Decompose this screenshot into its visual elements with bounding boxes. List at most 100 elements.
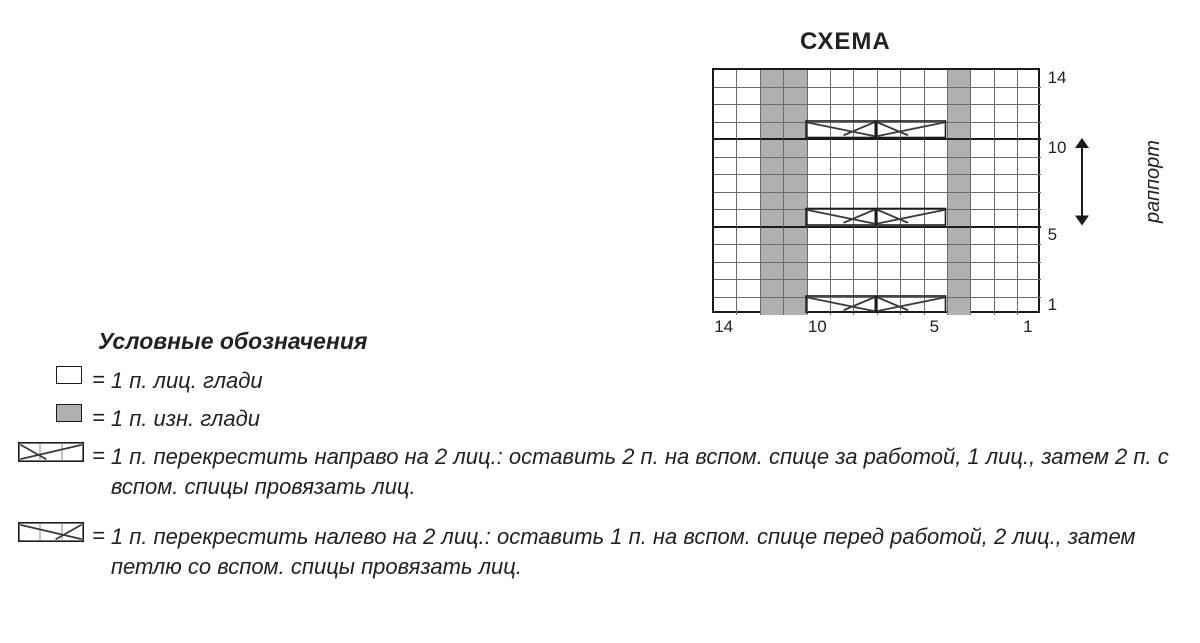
legend-text: 1 п. перекрестить налево на 2 лиц.: оста… [111,522,1191,581]
grid-cell [737,228,760,246]
grid-cell [901,105,924,123]
chart-grid-wrap [712,68,1040,313]
grid-cell [854,193,877,211]
grid-cell [714,140,737,158]
grid-cell [737,298,760,316]
grid-cell [995,280,1018,298]
grid-cell [925,193,948,211]
grid-cell [737,210,760,228]
grid-cell [808,228,831,246]
grid-cell [714,245,737,263]
grid-cell [995,105,1018,123]
grid-cell [901,245,924,263]
grid-cell [784,105,807,123]
grid-cell [831,140,854,158]
grid-cell [831,245,854,263]
grid-cell [901,280,924,298]
row-label: 14 [1048,68,1067,88]
grid-cell [948,228,971,246]
grid-cell [901,70,924,88]
grid-cell [761,263,784,281]
grid-cell [854,175,877,193]
grid-cell [878,123,901,141]
grid-cell [808,193,831,211]
legend-equals: = [92,442,105,470]
legend-title: Условные обозначения [98,328,367,355]
grid-cell [948,140,971,158]
grid-cell [737,245,760,263]
grid-cell [971,228,994,246]
grid-cell [971,175,994,193]
rapport-label: раппорт [1142,140,1165,223]
grid-cell [901,228,924,246]
grid-cell [901,263,924,281]
grid-cell [784,175,807,193]
grid-cell [971,193,994,211]
grid-cell [878,280,901,298]
grid-cell [761,140,784,158]
grid-cell [995,193,1018,211]
grid-cell [878,228,901,246]
grid-cell [808,298,831,316]
grid-cell [971,245,994,263]
grid-cell [925,140,948,158]
grid-cell [878,105,901,123]
grid-cell [737,88,760,106]
grid-cell [948,210,971,228]
grid-cell [948,88,971,106]
grid-cell [925,298,948,316]
grid-cell [1018,70,1041,88]
grid-cell [831,298,854,316]
grid-cell [808,263,831,281]
grid-cell [831,158,854,176]
grid-cell [995,140,1018,158]
grid-cell [784,210,807,228]
grid-cell [995,298,1018,316]
row-label: 5 [1048,225,1057,245]
grid-cell [737,280,760,298]
grid-cell [761,123,784,141]
grid-cell [808,70,831,88]
grid-cell [714,298,737,316]
legend-row: =1 п. перекрестить направо на 2 лиц.: ос… [18,442,1191,501]
grid-cell [901,175,924,193]
grid-cell [761,70,784,88]
grid-cell [878,140,901,158]
grid-cell [761,175,784,193]
grid-cell [761,298,784,316]
grid-cell [925,245,948,263]
grid-cell [808,140,831,158]
grid-cell [1018,88,1041,106]
grid-cell [901,123,924,141]
grid-cell [737,193,760,211]
grid-cell [995,88,1018,106]
grid-cell [1018,245,1041,263]
grid-cell [714,210,737,228]
grid-cell [831,210,854,228]
grid-cell [995,175,1018,193]
grid-cell [995,245,1018,263]
legend-row: =1 п. лиц. глади [54,366,263,396]
grid-cell [831,280,854,298]
grid-cell [971,298,994,316]
grid-cell [737,158,760,176]
grid-cell [808,123,831,141]
grid-cell [737,175,760,193]
grid-cell [948,280,971,298]
grid-cell [878,88,901,106]
grid-cell [995,210,1018,228]
grid-cell [808,245,831,263]
grid-cell [878,70,901,88]
grid-cell [995,263,1018,281]
page-root: СХЕМА раппорт Условные обозначения 14105… [0,0,1200,643]
grid-cell [1018,175,1041,193]
legend-symbol-blank-box [54,366,84,384]
grid-cell [784,123,807,141]
grid-cell [854,210,877,228]
legend-row: =1 п. перекрестить налево на 2 лиц.: ост… [18,522,1191,581]
grid-cell [831,88,854,106]
grid-cell [901,88,924,106]
grid-cell [878,210,901,228]
grid-cell [784,88,807,106]
grid-cell [854,228,877,246]
